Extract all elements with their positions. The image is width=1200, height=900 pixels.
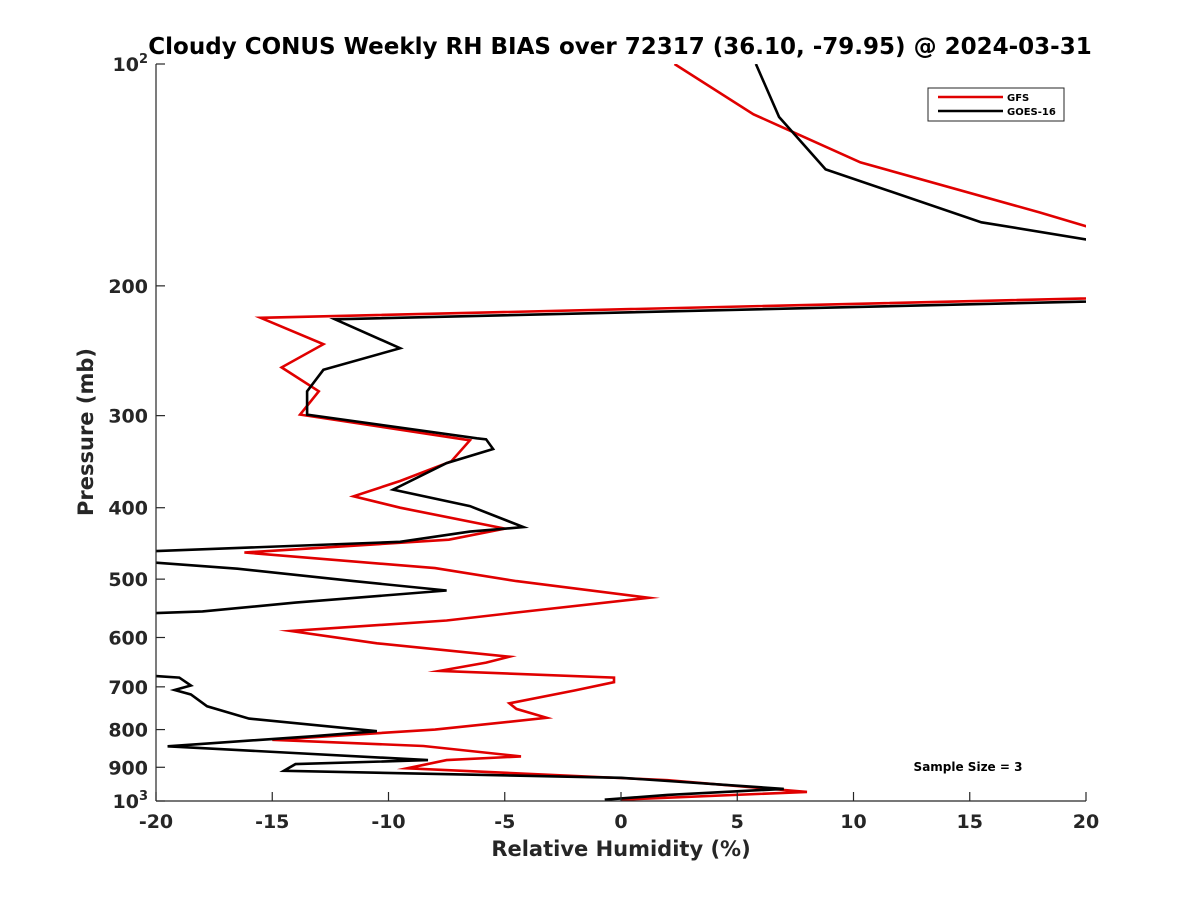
x-tick-label: -5 (494, 811, 515, 833)
y-tick-label: 900 (108, 757, 148, 779)
chart-title: Cloudy CONUS Weekly RH BIAS over 72317 (… (148, 34, 1091, 60)
series-layer (156, 64, 1086, 801)
x-tick-label: -20 (139, 811, 173, 833)
y-tick-label: 200 (108, 276, 148, 298)
x-tick-label: -10 (371, 811, 405, 833)
sample-size-annotation: Sample Size = 3 (914, 760, 1023, 774)
x-tick-label: -15 (255, 811, 289, 833)
x-tick-label: 10 (840, 811, 866, 833)
y-tick-label: 103 (113, 789, 149, 813)
y-tick-label: 700 (108, 677, 148, 699)
y-tick-label: 300 (108, 406, 148, 428)
y-ticks: 102 200 300 400 500 600 700 800 900 103 (108, 52, 165, 813)
x-tick-label: 15 (957, 811, 983, 833)
series-line-gfs (244, 64, 1086, 801)
y-axis-label: Pressure (mb) (74, 348, 98, 516)
y-tick-label: 600 (108, 627, 148, 649)
legend-label-goes16: GOES-16 (1007, 107, 1056, 118)
x-tick-label: 5 (731, 811, 744, 833)
legend: GFS GOES-16 (927, 87, 1065, 122)
x-tick-label: 20 (1073, 811, 1099, 833)
y-tick-label: 500 (108, 569, 148, 591)
x-axis-label: Relative Humidity (%) (491, 837, 750, 861)
x-tick-label: 0 (614, 811, 627, 833)
y-tick-label: 400 (108, 498, 148, 520)
y-tick-label: 800 (108, 720, 148, 742)
series-line-goes16 (156, 64, 1086, 801)
legend-label-gfs: GFS (1007, 93, 1029, 104)
legend-box (927, 87, 1065, 122)
y-tick-label: 102 (113, 52, 149, 76)
x-ticks: -20 -15 -10 -5 0 5 10 15 20 (139, 792, 1099, 833)
